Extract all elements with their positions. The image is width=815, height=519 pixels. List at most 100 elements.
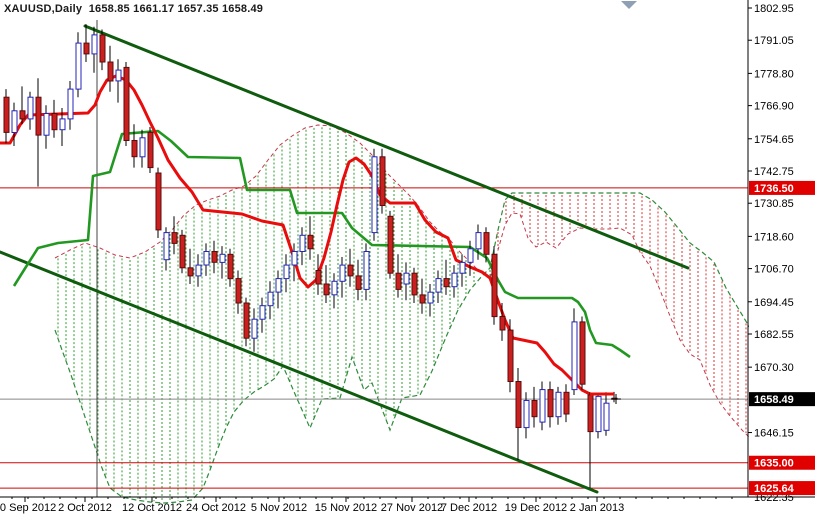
price-axis-label: 1646.15 <box>754 428 794 440</box>
candle-bear <box>323 283 330 296</box>
candle-bull <box>275 278 282 293</box>
time-axis-label[interactable]: 24 Oct 2012 <box>186 502 246 514</box>
time-axis-label[interactable]: 15 Nov 2012 <box>315 502 377 514</box>
candle-bear <box>499 316 506 331</box>
candle-bear <box>243 302 250 339</box>
candle-bear <box>307 234 314 250</box>
candle-bear <box>547 389 554 418</box>
candle-bear <box>123 66 130 141</box>
candle-bull <box>219 253 226 263</box>
candle-bear <box>395 272 402 290</box>
price-axis-label: 1682.55 <box>754 329 794 341</box>
candle-bear <box>579 321 586 385</box>
candle-bull <box>291 251 298 266</box>
time-axis-label[interactable]: 19 Dec 2012 <box>505 502 567 514</box>
price-axis-label: 1742.75 <box>754 166 794 178</box>
candle-bull <box>595 395 602 433</box>
candle-bull <box>251 318 258 339</box>
candle-bear <box>83 42 90 55</box>
candles-group <box>3 24 618 489</box>
candle-bull <box>363 251 370 290</box>
price-tag-label: 1736.50 <box>754 183 794 195</box>
candle-bull <box>91 34 98 55</box>
candle-bull <box>331 280 338 296</box>
time-axis-label[interactable]: 12 Oct 2012 <box>122 502 182 514</box>
price-axis-label: 1791.05 <box>754 35 794 47</box>
scroll-position-marker-icon[interactable] <box>621 1 637 9</box>
candle-bull <box>539 389 546 423</box>
time-axis-label[interactable]: 7 Dec 2012 <box>441 502 497 514</box>
candle-bull <box>603 402 610 431</box>
price-tag-label: 1625.64 <box>754 483 795 495</box>
candle-bull <box>403 272 410 285</box>
price-tag-label: 1658.49 <box>754 394 794 406</box>
time-axis-label[interactable]: 5 Nov 2012 <box>251 502 307 514</box>
candle-bear <box>355 275 362 290</box>
price-axis-label: 1802.95 <box>754 3 794 15</box>
candle-bear <box>19 110 26 120</box>
candle-bear <box>531 400 538 418</box>
price-tag-label: 1635.00 <box>754 458 794 470</box>
price-axis-label: 1706.70 <box>754 264 794 276</box>
candle-bull <box>203 251 210 266</box>
candle-bull <box>299 234 306 253</box>
candle-bull <box>11 110 18 134</box>
price-axis-panel[interactable] <box>749 0 815 519</box>
candle-bull <box>283 264 290 280</box>
candle-bear <box>315 270 322 285</box>
candle-bear <box>107 61 114 82</box>
candle-bear <box>387 215 394 274</box>
candle-bull <box>195 264 202 277</box>
candle-bear <box>179 234 186 269</box>
candle-bear <box>507 329 514 383</box>
time-axis-label[interactable]: 27 Nov 2012 <box>381 502 443 514</box>
candle-bear <box>227 253 234 280</box>
candle-bear <box>379 156 386 207</box>
candle-bear <box>147 131 154 169</box>
candle-bull <box>475 232 482 250</box>
candle-bear <box>35 96 42 136</box>
candle-bull <box>571 321 578 391</box>
time-axis-label[interactable]: 2 Jan 2013 <box>570 502 624 514</box>
candle-bear <box>483 232 490 255</box>
time-axis-label[interactable]: 2 Oct 2012 <box>58 502 112 514</box>
candle-bear <box>443 278 450 288</box>
candle-bear <box>211 251 218 263</box>
candle-bull <box>451 272 458 288</box>
candle-bear <box>3 96 10 133</box>
price-axis-label: 1670.30 <box>754 362 794 374</box>
candle-bull <box>267 291 274 307</box>
chart-title: XAUUSD,Daily 1658.85 1661.17 1657.35 165… <box>4 3 264 15</box>
time-axis-label[interactable]: 20 Sep 2012 <box>0 502 56 514</box>
candle-bear <box>51 113 58 131</box>
price-axis-label: 1766.90 <box>754 101 794 113</box>
price-axis-label: 1694.45 <box>754 297 794 309</box>
candle-bull <box>27 96 34 120</box>
candle-bear <box>563 391 570 415</box>
candle-bull <box>371 156 378 234</box>
price-tag-1625-64 <box>749 481 815 496</box>
price-axis-label: 1730.85 <box>754 198 794 210</box>
price-axis-label: 1778.80 <box>754 68 794 80</box>
trendline-upper-channel[interactable] <box>83 24 690 270</box>
candle-bull <box>115 69 122 82</box>
candle-bear <box>187 267 194 277</box>
candle-bull <box>555 391 562 418</box>
trendline-lower-channel[interactable] <box>0 250 599 494</box>
price-tag-1658-49 <box>749 392 815 407</box>
price-tag-1635-00 <box>749 455 815 470</box>
candle-bear <box>411 272 418 296</box>
senkou-span-b-line[interactable] <box>54 192 775 504</box>
candle-bull <box>59 118 66 131</box>
candle-bull <box>139 137 146 158</box>
candle-bear <box>515 381 522 428</box>
candle-bear <box>171 232 178 244</box>
candle-bull <box>459 261 466 274</box>
kijun-sen-line[interactable] <box>12 129 631 359</box>
candle-bull <box>435 278 442 293</box>
candle-bull <box>67 88 74 120</box>
candle-bear <box>131 140 138 158</box>
